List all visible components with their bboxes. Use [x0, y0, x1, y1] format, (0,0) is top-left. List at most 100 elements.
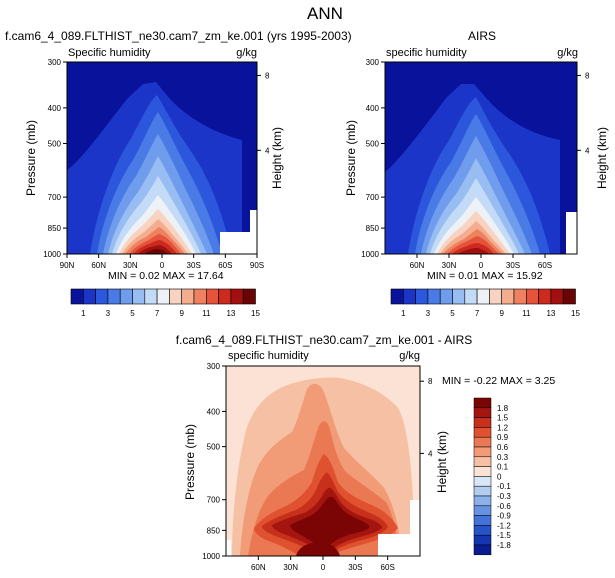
y-tick-label: 400	[48, 104, 62, 113]
colorbar-swatch	[525, 288, 539, 305]
y-right-tick-label: 8	[265, 71, 270, 80]
colorbar-swatch	[473, 456, 492, 467]
page-title: ANN	[307, 4, 343, 23]
colorbar-swatch	[473, 476, 492, 487]
y-tick-label: 400	[207, 407, 221, 416]
panel-diff-ylabel: Pressure (mb)	[183, 424, 197, 500]
colorbar-label: 1	[401, 309, 406, 318]
colorbar-swatch	[206, 288, 219, 305]
y-tick-label: 500	[207, 443, 221, 452]
colorbar-swatch	[473, 505, 492, 516]
panel-obs-left-label: specific humidity	[386, 47, 467, 59]
panel-obs-contours	[385, 62, 577, 254]
y-right-tick-label: 4	[428, 449, 433, 458]
colorbar-swatch	[169, 288, 182, 305]
colorbar-swatch	[144, 288, 158, 305]
colorbar-label: -0.1	[497, 482, 511, 491]
missing-data-mask	[226, 540, 231, 556]
missing-data-mask	[566, 212, 577, 254]
x-tick-label: 60N	[91, 261, 106, 270]
panel-diff-axes: 300 400 500 700 850 1000 8 4 60N 30N 0 30S 60S	[202, 362, 433, 572]
colorbar-swatch	[181, 288, 195, 305]
colorbar-swatch	[562, 288, 576, 305]
colorbar-label: -1.5	[497, 531, 511, 540]
panel-diff-minmax: MIN = -0.22 MAX = 3.25	[442, 375, 555, 387]
panel-diff-ylabel-right: Height (km)	[435, 431, 449, 493]
panel-model-axes: 300 400 500 700 850 1000 8 4 90N 60N 30N 0 30S 60S 90S	[43, 58, 270, 270]
y-right-tick-label: 4	[265, 146, 270, 155]
panel-model-contours	[67, 62, 257, 254]
panel-model-ylabel-right: Height (km)	[270, 127, 284, 189]
colorbar-swatch	[427, 288, 441, 305]
panel-obs-axes: 300 400 500 700 850 1000 8 4 60N 30N 0 30S 60S	[361, 58, 590, 270]
panel-diff-colorbar: 1.81.51.20.90.60.30.10-0.1-0.3-0.6-0.9-1…	[473, 397, 511, 556]
panel-model-right-label: g/kg	[236, 47, 257, 59]
x-tick-label: 60N	[251, 563, 266, 572]
x-tick-label: 30S	[506, 261, 520, 270]
missing-data-mask	[250, 210, 257, 254]
panel-diff-title: f.cam6_4_089.FLTHIST_ne30.cam7_zm_ke.001…	[176, 333, 473, 347]
colorbar-swatch	[501, 288, 515, 305]
colorbar-swatch	[473, 534, 492, 546]
panel-obs-right-label: g/kg	[557, 47, 578, 59]
missing-data-mask	[410, 500, 420, 556]
panel-model-colorbar: 1 3 5 7 9 11 13 15	[70, 288, 260, 318]
missing-data-mask	[378, 534, 420, 556]
colorbar-label: -0.6	[497, 502, 511, 511]
panel-model-title: f.cam6_4_089.FLTHIST_ne30.cam7_zm_ke.001…	[5, 29, 352, 43]
y-tick-label: 700	[48, 193, 62, 202]
colorbar-swatch	[132, 288, 146, 305]
colorbar-swatch	[473, 407, 492, 418]
colorbar-swatch	[230, 288, 244, 305]
colorbar-swatch	[473, 466, 492, 477]
colorbar-swatch	[473, 397, 492, 409]
colorbar-swatch	[538, 288, 552, 305]
colorbar-swatch	[513, 288, 527, 305]
colorbar-label: 5	[130, 309, 135, 318]
y-tick-label: 1000	[43, 250, 61, 259]
colorbar-label: -1.8	[497, 541, 511, 550]
panel-obs-ylabel-right: Height (km)	[595, 127, 609, 189]
colorbar-swatch	[83, 288, 96, 305]
contour-band	[296, 542, 340, 556]
x-tick-label: 30N	[123, 261, 138, 270]
colorbar-label: 0.3	[497, 453, 509, 462]
colorbar-label: 1.8	[497, 404, 509, 413]
x-tick-label: 30S	[348, 563, 362, 572]
colorbar-label: 15	[571, 309, 580, 318]
colorbar-swatch	[473, 515, 492, 526]
colorbar-label: 0.9	[497, 433, 509, 442]
colorbar-swatch	[390, 288, 404, 305]
contour-band	[144, 249, 168, 254]
x-tick-label: 60N	[410, 261, 425, 270]
panel-diff-contours	[226, 366, 420, 556]
colorbar-swatch	[473, 485, 492, 497]
x-tick-label: 30N	[442, 261, 457, 270]
colorbar-swatch	[464, 288, 478, 305]
colorbar-swatch	[473, 427, 492, 438]
colorbar-label: 15	[251, 309, 260, 318]
colorbar-label: 9	[499, 309, 504, 318]
colorbar-swatch	[489, 288, 502, 305]
colorbar-label: -0.9	[497, 512, 511, 521]
colorbar-swatch	[119, 288, 133, 305]
colorbar-swatch	[156, 288, 170, 305]
y-tick-label: 300	[207, 362, 221, 371]
colorbar-label: 7	[475, 309, 480, 318]
panel-diff: f.cam6_4_089.FLTHIST_ne30.cam7_zm_ke.001…	[176, 333, 556, 572]
y-tick-label: 500	[366, 139, 380, 148]
y-tick-label: 500	[48, 139, 62, 148]
colorbar-swatch	[550, 288, 564, 305]
panel-obs-title: AIRS	[468, 29, 496, 43]
colorbar-label: 13	[226, 309, 235, 318]
x-tick-label: 0	[479, 261, 484, 270]
colorbar-swatch	[193, 288, 207, 305]
colorbar-label: -1.2	[497, 521, 511, 530]
colorbar-swatch	[476, 288, 490, 305]
colorbar-swatch	[473, 446, 492, 458]
panel-obs-ylabel: Pressure (mb)	[344, 120, 358, 196]
colorbar-label: 9	[179, 309, 184, 318]
colorbar-label: 11	[202, 309, 211, 318]
x-tick-label: 0	[160, 261, 165, 270]
